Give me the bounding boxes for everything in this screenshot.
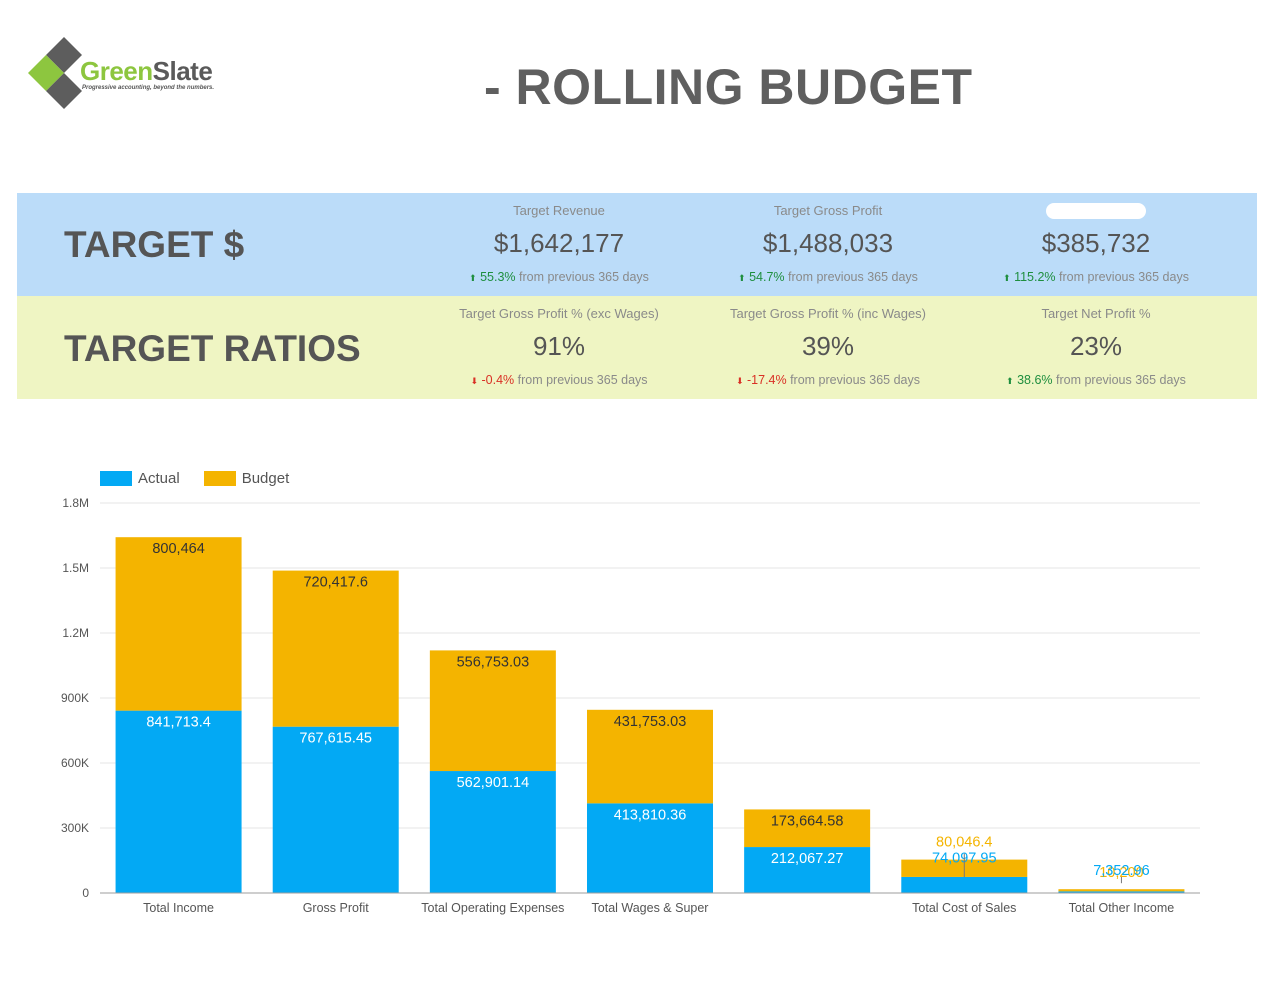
data-label-budget: 720,417.6 bbox=[303, 575, 368, 591]
page-title: - ROLLING BUDGET bbox=[484, 59, 973, 115]
redacted-title bbox=[1046, 203, 1146, 219]
company-logo: GreenSlate Progressive accounting, beyon… bbox=[26, 36, 226, 112]
data-label-budget: 10,200 bbox=[1099, 865, 1143, 881]
kpi-delta: ⬇ -0.4% from previous 365 days bbox=[470, 373, 648, 387]
arrow-down-icon: ⬇ bbox=[735, 376, 744, 386]
target-ratios-band: TARGET RATIOS Target Gross Profit % (exc… bbox=[17, 296, 1257, 399]
data-label-budget: 80,046.4 bbox=[936, 835, 992, 851]
target-dollars-band: TARGET $ Target Revenue $1,642,177 ⬆ 55.… bbox=[17, 193, 1257, 296]
x-tick-label: Total Cost of Sales bbox=[912, 901, 1016, 915]
data-label-budget: 556,753.03 bbox=[457, 654, 530, 670]
bar-actual bbox=[587, 803, 713, 893]
data-label-actual: 212,067.27 bbox=[771, 851, 844, 867]
data-label-budget: 173,664.58 bbox=[771, 813, 844, 829]
x-tick-label: Gross Profit bbox=[303, 901, 370, 915]
x-tick-label: Total Operating Expenses bbox=[421, 901, 564, 915]
data-label-actual: 7,352.96 bbox=[1093, 863, 1149, 879]
target-dollars-label: TARGET $ bbox=[64, 224, 245, 265]
kpi-target-revenue: Target Revenue $1,642,177 ⬆ 55.3% from p… bbox=[425, 203, 693, 285]
kpi-delta: ⬆ 55.3% from previous 365 days bbox=[469, 270, 649, 284]
kpi-value: $1,488,033 bbox=[762, 228, 894, 258]
data-label-budget: 800,464 bbox=[152, 541, 204, 557]
kpi-value: $1,642,177 bbox=[493, 228, 625, 258]
legend-label-budget: Budget bbox=[241, 470, 290, 487]
bar-actual bbox=[272, 726, 399, 893]
bar-budget bbox=[272, 570, 399, 727]
data-label-actual: 413,810.36 bbox=[614, 807, 687, 823]
kpi-value: 23% bbox=[1069, 331, 1123, 361]
data-label-actual: 841,713.4 bbox=[146, 715, 211, 731]
legend-item-actual[interactable]: Actual bbox=[100, 470, 180, 487]
kpi-value: $385,732 bbox=[1041, 228, 1151, 258]
kpi-title: Target Gross Profit % (inc Wages) bbox=[729, 306, 926, 321]
arrow-up-icon: ⬆ bbox=[1003, 273, 1011, 283]
bar-actual bbox=[744, 847, 871, 893]
bar-actual bbox=[115, 710, 242, 893]
kpi-delta: ⬆ 115.2% from previous 365 days bbox=[1003, 270, 1189, 284]
legend-label-actual: Actual bbox=[138, 470, 180, 487]
bar-budget bbox=[744, 809, 871, 848]
kpi-title: Target Net Profit % bbox=[1041, 306, 1151, 321]
legend-swatch-actual bbox=[100, 471, 132, 486]
data-label-budget: 431,753.03 bbox=[614, 714, 687, 730]
kpi-value: 91% bbox=[532, 331, 586, 361]
bar-actual bbox=[1058, 891, 1185, 893]
arrow-up-icon: ⬆ bbox=[469, 273, 477, 283]
y-tick-label: 1.2M bbox=[62, 626, 89, 640]
arrow-down-icon: ⬇ bbox=[470, 376, 478, 386]
y-tick-label: 300K bbox=[61, 821, 89, 835]
x-tick-label: Total Income bbox=[143, 901, 214, 915]
legend-item-budget[interactable]: Budget bbox=[203, 470, 290, 487]
y-tick-label: 0 bbox=[82, 886, 89, 900]
kpi-gross-profit-inc-wages: Target Gross Profit % (inc Wages) 39% ⬇ … bbox=[694, 306, 962, 388]
data-label-actual: 767,615.45 bbox=[299, 731, 372, 747]
kpi-title: Target Revenue bbox=[513, 203, 605, 218]
kpi-value: 39% bbox=[801, 331, 855, 361]
kpi-target-net-profit: $385,732 ⬆ 115.2% from previous 365 days bbox=[962, 203, 1230, 285]
bar-actual bbox=[429, 771, 556, 893]
bar-budget bbox=[115, 537, 242, 711]
arrow-up-icon: ⬆ bbox=[1006, 376, 1014, 386]
bar-budget bbox=[587, 709, 713, 804]
kpi-delta: ⬆ 38.6% from previous 365 days bbox=[1006, 373, 1186, 387]
bar-budget bbox=[429, 650, 556, 772]
chart-legend: Actual Budget bbox=[100, 470, 313, 487]
arrow-up-icon: ⬆ bbox=[738, 273, 746, 283]
bar-actual bbox=[901, 876, 1028, 893]
kpi-net-profit-percent: Target Net Profit % 23% ⬆ 38.6% from pre… bbox=[962, 306, 1230, 388]
data-label-actual: 562,901.14 bbox=[457, 775, 530, 791]
logo-wordmark: GreenSlate bbox=[80, 56, 213, 86]
kpi-title bbox=[962, 203, 1230, 219]
target-ratios-label: TARGET RATIOS bbox=[64, 328, 361, 369]
y-tick-label: 1.8M bbox=[62, 496, 89, 510]
y-tick-label: 900K bbox=[61, 691, 89, 705]
logo-tagline: Progressive accounting, beyond the numbe… bbox=[82, 85, 215, 91]
x-tick-label: Total Other Income bbox=[1069, 901, 1175, 915]
kpi-title: Target Gross Profit % (exc Wages) bbox=[459, 306, 659, 321]
kpi-title: Target Gross Profit bbox=[773, 203, 883, 218]
legend-swatch-budget bbox=[203, 471, 236, 486]
kpi-delta: ⬇ -17.4% from previous 365 days bbox=[735, 373, 921, 387]
kpi-target-gross-profit: Target Gross Profit $1,488,033 ⬆ 54.7% f… bbox=[694, 203, 962, 285]
y-tick-label: 600K bbox=[61, 756, 89, 770]
y-tick-label: 1.5M bbox=[62, 561, 89, 575]
x-tick-label: Total Wages & Super bbox=[592, 901, 709, 915]
kpi-gross-profit-exc-wages: Target Gross Profit % (exc Wages) 91% ⬇ … bbox=[425, 306, 693, 388]
kpi-delta: ⬆ 54.7% from previous 365 days bbox=[738, 270, 918, 284]
logo-diamonds-icon bbox=[28, 37, 82, 109]
bar-budget bbox=[1058, 889, 1185, 892]
